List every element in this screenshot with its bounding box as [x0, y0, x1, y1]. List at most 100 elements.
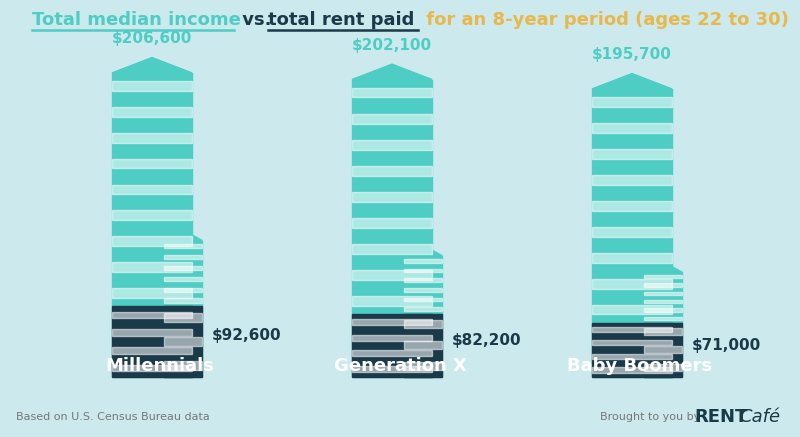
Bar [592, 149, 672, 159]
Bar [644, 272, 682, 377]
Text: vs.: vs. [236, 11, 278, 29]
Bar [112, 288, 192, 298]
Bar [644, 275, 682, 278]
Bar [592, 253, 672, 263]
Bar [592, 89, 672, 377]
Text: Millennials: Millennials [106, 357, 214, 375]
Text: Brought to you by: Brought to you by [600, 413, 700, 422]
Bar [644, 300, 682, 303]
Bar [112, 236, 192, 246]
Bar [592, 279, 672, 288]
Bar [644, 283, 682, 287]
Bar [592, 97, 672, 107]
Bar [352, 114, 432, 124]
Bar [112, 211, 192, 220]
Text: $82,200: $82,200 [452, 333, 522, 348]
Polygon shape [352, 64, 432, 80]
Bar [352, 366, 432, 372]
Text: Generation X: Generation X [334, 357, 466, 375]
Text: RENT: RENT [694, 408, 748, 427]
Polygon shape [404, 245, 442, 256]
Bar [644, 346, 682, 353]
Bar [644, 328, 682, 335]
Bar [112, 73, 192, 377]
Polygon shape [164, 230, 202, 241]
Bar [112, 262, 192, 272]
Polygon shape [592, 73, 672, 89]
Bar [352, 319, 432, 325]
Bar [164, 288, 202, 292]
Bar [352, 87, 432, 97]
Bar [404, 314, 442, 377]
Bar [112, 159, 192, 169]
Bar [112, 347, 192, 354]
Bar [352, 218, 432, 228]
Bar [592, 305, 672, 315]
Polygon shape [644, 262, 682, 272]
Text: $202,100: $202,100 [352, 38, 432, 52]
Bar [352, 314, 432, 377]
Bar [592, 175, 672, 185]
Bar [404, 288, 442, 291]
Bar [112, 133, 192, 142]
Bar [112, 306, 192, 377]
Bar [592, 354, 672, 359]
Text: Total median income: Total median income [32, 11, 241, 29]
Bar [352, 270, 432, 280]
Bar [112, 107, 192, 117]
Text: Baby Boomers: Baby Boomers [567, 357, 713, 375]
Bar [644, 364, 682, 371]
Text: Based on U.S. Census Bureau data: Based on U.S. Census Bureau data [16, 413, 210, 422]
Bar [112, 184, 192, 194]
Bar [352, 350, 432, 356]
Bar [404, 320, 442, 329]
Bar [164, 361, 202, 370]
Bar [404, 341, 442, 350]
Bar [112, 329, 192, 336]
Bar [164, 277, 202, 281]
Bar [592, 327, 672, 332]
Bar [164, 298, 202, 303]
Bar [404, 269, 442, 272]
Bar [352, 244, 432, 254]
Bar [404, 298, 442, 301]
Bar [352, 192, 432, 202]
Bar [404, 362, 442, 371]
Text: for an 8-year period (ages 22 to 30): for an 8-year period (ages 22 to 30) [420, 11, 789, 29]
Bar [164, 313, 202, 323]
Bar [592, 201, 672, 211]
Text: $92,600: $92,600 [212, 329, 282, 343]
Text: Café: Café [739, 408, 780, 427]
Bar [164, 306, 202, 377]
Bar [644, 309, 682, 312]
Bar [164, 241, 202, 377]
Bar [644, 317, 682, 320]
Bar [592, 340, 672, 346]
Text: $206,600: $206,600 [112, 31, 192, 46]
Bar [164, 244, 202, 248]
Bar [112, 81, 192, 91]
Bar [112, 312, 192, 318]
Bar [352, 140, 432, 149]
Bar [352, 335, 432, 340]
Bar [644, 323, 682, 377]
Bar [164, 337, 202, 346]
Bar [592, 227, 672, 236]
Bar [404, 307, 442, 311]
Bar [592, 368, 672, 373]
Polygon shape [112, 58, 192, 73]
Bar [164, 255, 202, 259]
Text: total rent paid: total rent paid [268, 11, 414, 29]
Bar [112, 364, 192, 371]
Bar [352, 80, 432, 377]
Text: $195,700: $195,700 [592, 47, 672, 62]
Bar [352, 166, 432, 176]
Text: $71,000: $71,000 [692, 338, 762, 353]
Bar [404, 278, 442, 282]
Bar [592, 123, 672, 133]
Bar [352, 296, 432, 306]
Bar [164, 266, 202, 270]
Bar [592, 323, 672, 377]
Bar [404, 259, 442, 263]
Bar [404, 256, 442, 377]
